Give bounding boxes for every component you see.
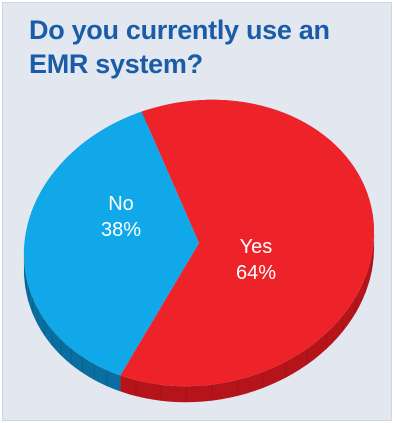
slice-value-no: 38% xyxy=(101,219,141,241)
pie-slice-no xyxy=(23,111,199,376)
pie-slice-yes xyxy=(120,99,375,387)
pie-chart: Yes 64% No 38% xyxy=(23,99,375,403)
slice-value-yes: 64% xyxy=(236,262,276,284)
chart-title: Do you currently use an EMR system? xyxy=(29,15,330,79)
pie-labels: Yes 64% No 38% xyxy=(101,193,276,284)
slice-label-yes: Yes xyxy=(240,236,273,258)
slice-label-no: No xyxy=(108,193,134,215)
pie-top xyxy=(23,99,375,387)
chart-panel: Do you currently use an EMR system? Yes 6… xyxy=(2,2,392,421)
